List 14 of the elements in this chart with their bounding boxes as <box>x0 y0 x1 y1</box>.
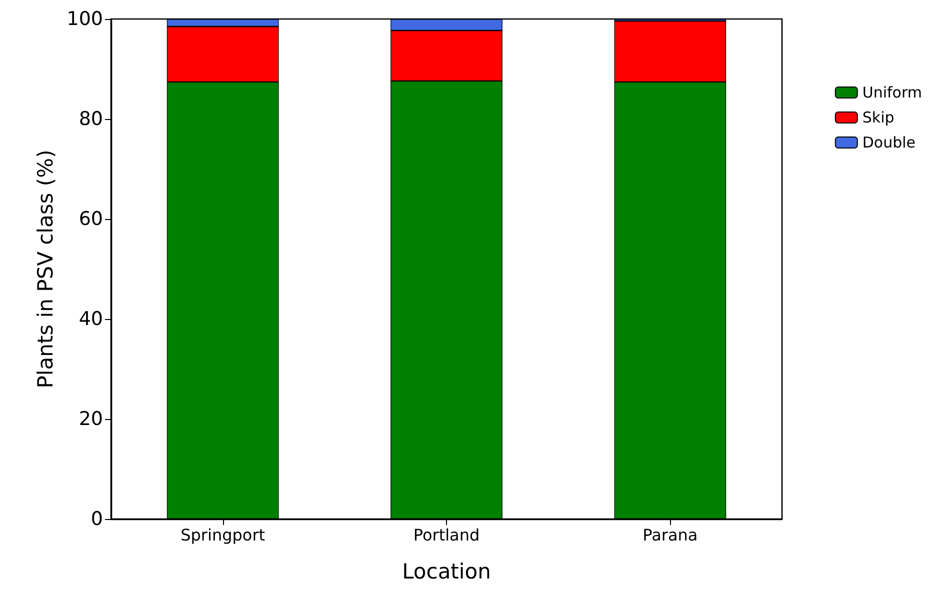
x-tick-label: Parana <box>642 526 698 544</box>
y-tick-label: 40 <box>78 308 103 330</box>
legend-label: Skip <box>862 108 894 126</box>
x-tick-label: Springport <box>180 526 266 544</box>
y-tick-label: 80 <box>78 108 103 130</box>
y-tick-label: 20 <box>78 408 103 430</box>
legend-label: Uniform <box>862 84 922 102</box>
x-axis-title: Location <box>402 560 491 584</box>
y-tick-label: 100 <box>66 8 103 30</box>
y-tick-label: 0 <box>90 508 103 530</box>
y-axis-title: Plants in PSV class (%) <box>33 150 58 388</box>
legend-label: Double <box>862 134 916 152</box>
x-tick-label: Portland <box>413 526 480 544</box>
y-tick-label: 60 <box>78 208 103 230</box>
